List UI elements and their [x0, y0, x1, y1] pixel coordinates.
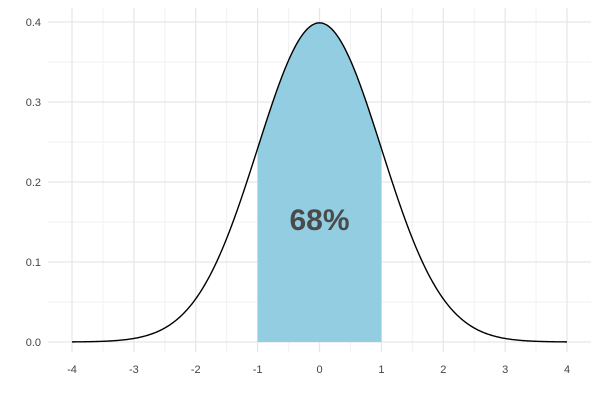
x-tick-label: 4	[564, 364, 570, 376]
x-tick-label: -2	[191, 364, 201, 376]
percent-annotation: 68%	[289, 204, 349, 237]
x-tick-label: 2	[440, 364, 446, 376]
y-tick-label: 0.2	[26, 177, 41, 189]
x-axis-tick-labels: -4 -3 -2 -1 0 1 2 3 4	[67, 364, 570, 376]
x-tick-label: -4	[67, 364, 77, 376]
y-tick-label: 0.1	[26, 257, 41, 269]
y-tick-label: 0.3	[26, 97, 41, 109]
x-tick-label: 1	[378, 364, 384, 376]
x-tick-label: 3	[502, 364, 508, 376]
x-tick-label: 0	[316, 364, 322, 376]
shaded-area-68-percent	[257, 22, 382, 342]
y-tick-label: 0.4	[26, 17, 41, 29]
x-tick-label: -3	[129, 364, 139, 376]
density-curve	[71, 22, 568, 343]
y-tick-label: 0.0	[26, 337, 41, 349]
x-tick-label: -1	[253, 364, 263, 376]
y-axis-tick-labels: 0.0 0.1 0.2 0.3 0.4	[26, 17, 41, 349]
